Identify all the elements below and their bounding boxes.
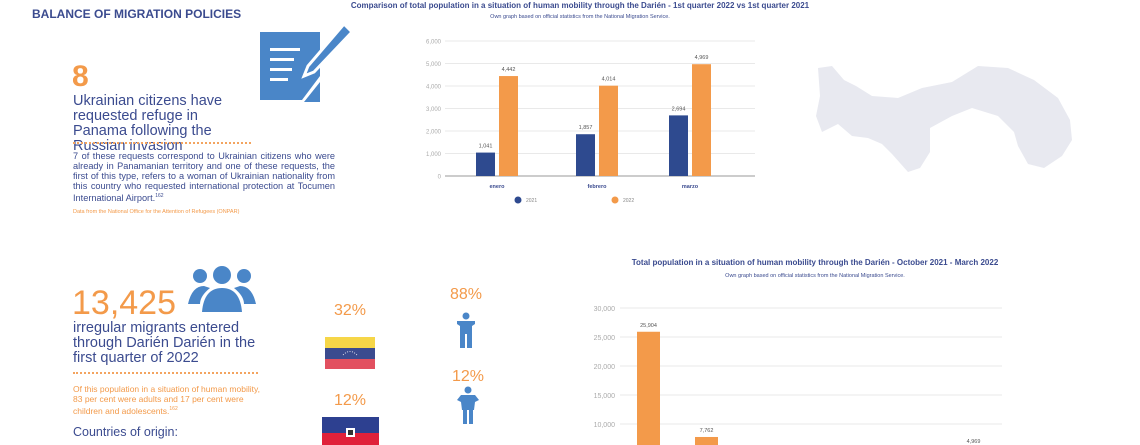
chart1-title: Comparison of total population in a situ… [350, 1, 810, 10]
bar-2022-febrero [599, 85, 618, 176]
chart1: 0 1,000 2,000 3,000 4,000 5,000 6,000 1,041 4,44… [426, 40, 755, 204]
bar-2021-febrero [576, 134, 595, 176]
data-label: 4,969 [695, 55, 709, 61]
y-tick-label: 30,000 [594, 306, 616, 313]
haiti-flag [322, 417, 379, 445]
ukraine-number: 8 [72, 60, 89, 93]
migrants-headline: irregular migrants entered through Darié… [73, 320, 256, 366]
migrants-body: Of this population in a situation of hum… [73, 384, 260, 416]
data-label: 2,694 [672, 106, 686, 112]
y-tick-label: 0 [438, 175, 442, 181]
legend-marker-2021 [514, 196, 522, 204]
data-label: 7,762 [700, 428, 714, 434]
man-icon [457, 312, 475, 348]
chart1-subtitle: Own graph based on official statistics f… [490, 14, 670, 20]
x-tick-label: febrero [588, 184, 608, 190]
venezuela-percent: 32% [334, 302, 367, 319]
chart2-title: Total population in a situation of human… [631, 258, 999, 267]
haiti-percent: 12% [334, 392, 367, 409]
x-tick-label: enero [490, 184, 506, 190]
bar-2021-enero [476, 152, 495, 176]
bar-2022-enero [499, 76, 518, 176]
y-tick-label: 6,000 [426, 40, 442, 46]
data-label: 25,904 [640, 323, 657, 329]
data-label: 4,969 [967, 439, 981, 445]
women-percent: 12% [452, 368, 485, 385]
bar [637, 331, 660, 445]
ukraine-source: Data from the National Office for the At… [73, 209, 240, 215]
woman-icon [457, 386, 479, 424]
section-title: BALANCE OF MIGRATION POLICIES [32, 7, 242, 21]
y-tick-label: 5,000 [426, 62, 442, 68]
y-tick-label: 20,000 [594, 364, 616, 371]
legend-marker-2022 [611, 196, 619, 204]
ukraine-headline: Ukrainian citizens have requested refuge… [73, 93, 223, 154]
venezuela-flag [325, 337, 375, 369]
ukraine-body: 7 of these requests correspond to Ukrain… [73, 151, 335, 204]
document-pen-icon [260, 21, 354, 102]
y-tick-label: 25,000 [594, 335, 616, 342]
divider [73, 372, 258, 374]
data-label: 1,041 [479, 144, 493, 150]
bar [695, 436, 718, 445]
countries-heading: Countries of origin: [73, 425, 178, 439]
y-tick-label: 2,000 [426, 130, 442, 136]
y-tick-label: 3,000 [426, 107, 442, 113]
y-tick-label: 15,000 [594, 393, 616, 400]
data-label: 4,442 [502, 67, 516, 73]
y-tick-label: 10,000 [594, 422, 616, 429]
panama-map [816, 66, 1072, 172]
legend-label: 2022 [623, 198, 634, 204]
migrants-number: 13,425 [72, 284, 176, 322]
men-percent: 88% [450, 286, 483, 303]
data-label: 4,014 [602, 77, 616, 83]
x-tick-label: marzo [682, 184, 699, 190]
divider [73, 142, 251, 144]
data-label: 1,857 [579, 125, 593, 131]
y-tick-label: 4,000 [426, 85, 442, 91]
legend-label: 2021 [526, 198, 537, 204]
chart2-subtitle: Own graph based on official statistics f… [725, 273, 905, 279]
people-group-icon [188, 266, 256, 312]
y-tick-label: 1,000 [426, 152, 442, 158]
bar-2022-marzo [692, 64, 711, 176]
bar-2021-marzo [669, 115, 688, 176]
chart2: 10,000 15,000 20,000 25,000 30,000 25,904 7,76… [594, 306, 1002, 445]
